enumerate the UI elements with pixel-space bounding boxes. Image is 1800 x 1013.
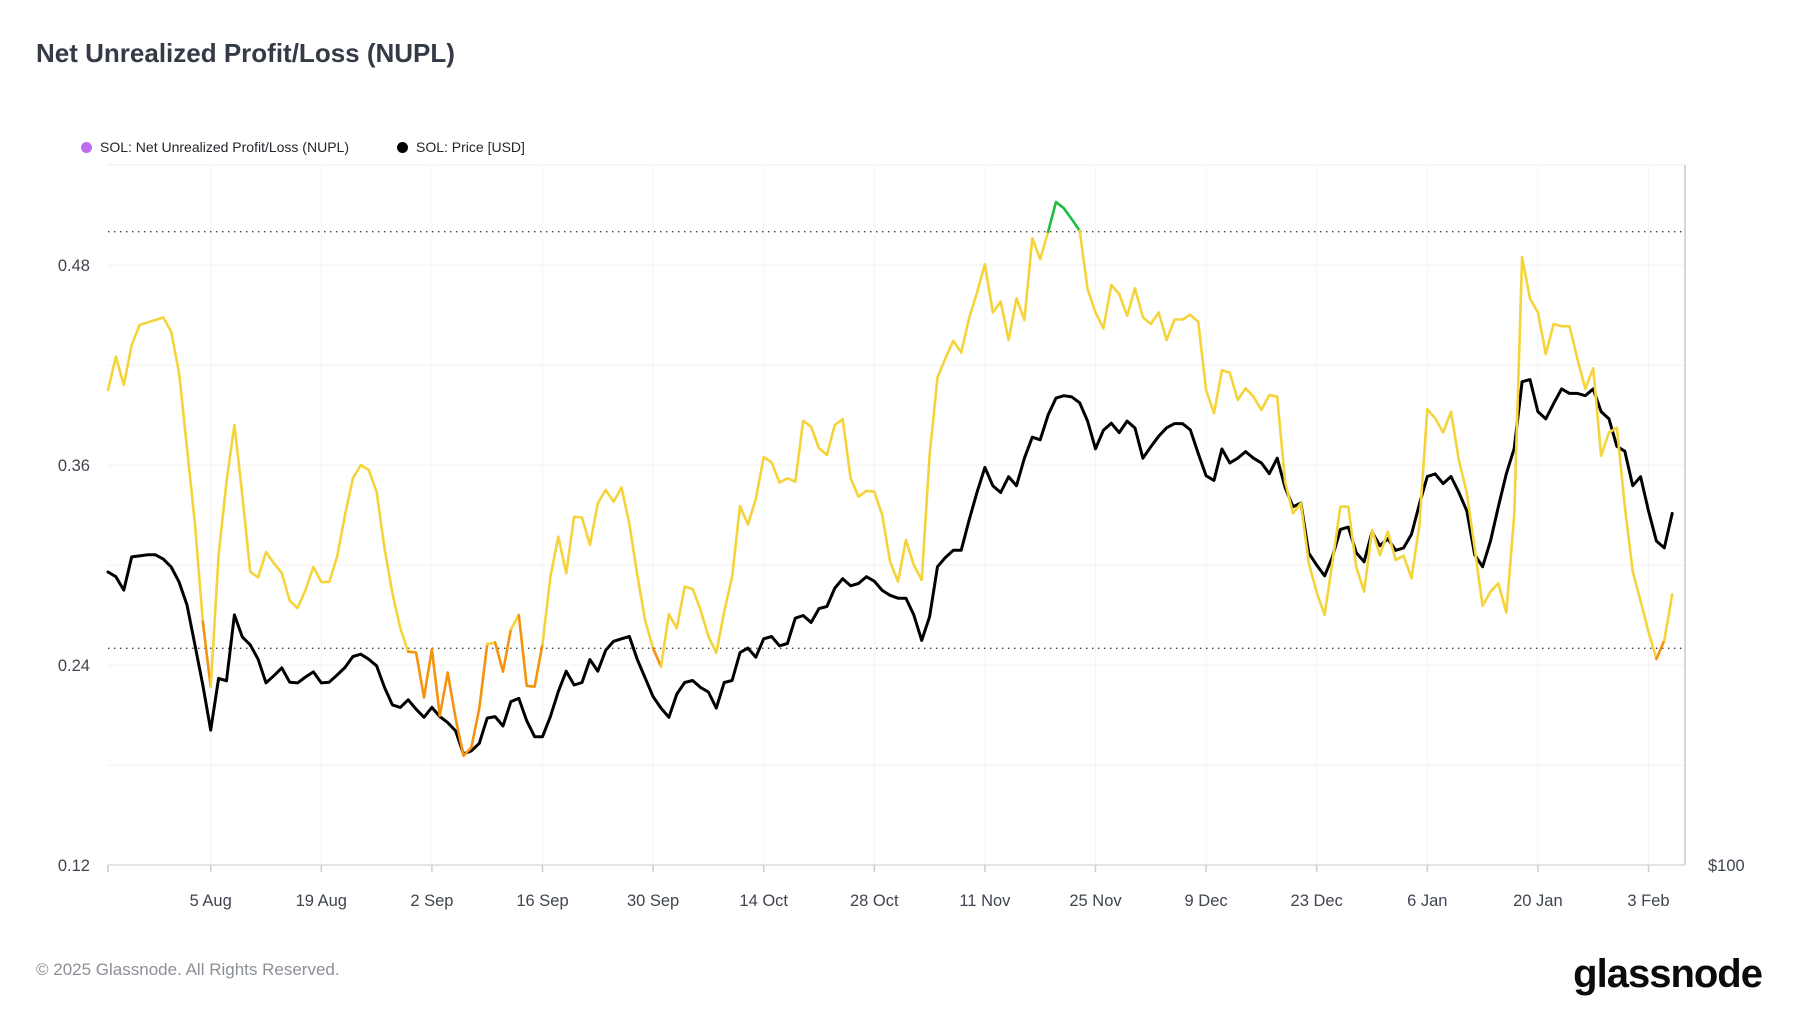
nupl-series-line [485, 641, 497, 646]
nupl-series-line [209, 423, 410, 689]
y-axis-label: 0.24 [58, 657, 90, 675]
legend-item-price-label: SOL: Price [USD] [415, 139, 525, 155]
nupl-series-line [201, 620, 212, 689]
x-axis-label: 3 Feb [1627, 892, 1669, 910]
legend-item-price[interactable]: SOL: Price [USD] [396, 139, 525, 155]
x-axis-label: 23 Dec [1291, 892, 1343, 910]
nupl-series-line [106, 316, 205, 623]
x-axis-label: 20 Jan [1513, 892, 1563, 910]
price-axis-label: $100 [1708, 857, 1745, 875]
nupl-series-line [1046, 200, 1081, 233]
x-axis-label: 30 Sep [627, 892, 679, 910]
nupl-series-line [659, 230, 1050, 668]
y-axis-label: 0.36 [58, 457, 90, 475]
x-axis-label: 16 Sep [516, 892, 568, 910]
page-title: Net Unrealized Profit/Loss (NUPL) [36, 38, 455, 68]
nupl-series-line [493, 627, 513, 673]
nupl-legend-dot-icon [81, 141, 92, 153]
x-axis-label: 5 Aug [190, 892, 232, 910]
nupl-series-line [651, 647, 663, 668]
x-axis-label: 28 Oct [850, 892, 899, 910]
y-axis-label: 0.48 [58, 257, 90, 275]
legend-item-nupl[interactable]: SOL: Net Unrealized Profit/Loss (NUPL) [81, 139, 349, 155]
y-axis-label: 0.12 [58, 857, 90, 875]
nupl-series-line [541, 486, 655, 650]
price-legend-dot-icon [396, 141, 408, 153]
nupl-series-line [406, 642, 489, 758]
x-axis-label: 2 Sep [410, 892, 453, 910]
nupl-series-line [1078, 229, 1658, 661]
price-series-line [106, 378, 1674, 756]
x-axis-label: 25 Nov [1069, 892, 1122, 910]
x-axis-label: 6 Jan [1407, 892, 1447, 910]
nupl-series-line [1655, 639, 1666, 661]
nupl-series-line [1663, 593, 1674, 642]
x-axis-label: 14 Oct [739, 892, 788, 910]
x-axis-label: 19 Aug [296, 892, 347, 910]
x-axis-label: 11 Nov [959, 892, 1011, 910]
glassnode-logo: glassnode [1573, 952, 1763, 996]
legend-item-nupl-label: SOL: Net Unrealized Profit/Loss (NUPL) [100, 139, 349, 155]
legend: SOL: Net Unrealized Profit/Loss (NUPL) S… [81, 139, 525, 155]
copyright-text: © 2025 Glassnode. All Rights Reserved. [36, 960, 340, 979]
nupl-series-line [517, 613, 544, 688]
nupl-series-line [509, 613, 521, 631]
x-axis-label: 9 Dec [1185, 892, 1228, 910]
